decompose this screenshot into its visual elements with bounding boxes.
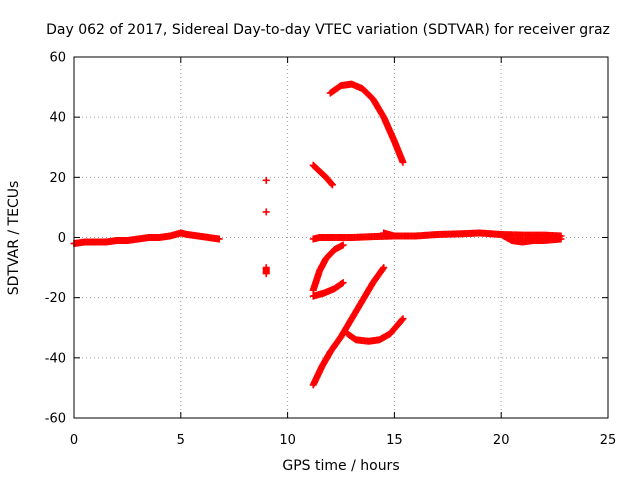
data-point	[215, 235, 223, 243]
data-series	[262, 264, 270, 278]
data-series	[326, 80, 407, 166]
data-point	[262, 208, 270, 216]
data-point	[379, 265, 387, 273]
data-point	[262, 270, 270, 278]
y-tick-label: 20	[49, 171, 66, 186]
data-series	[262, 208, 270, 216]
y-tick-label: 60	[49, 51, 66, 66]
data-point	[328, 181, 336, 189]
data-point	[262, 176, 270, 184]
data-point	[338, 279, 346, 287]
data-point	[398, 316, 406, 324]
data-series	[309, 241, 347, 294]
plot-frame	[73, 56, 609, 419]
y-axis-label: SDTVAR / TECUs	[6, 181, 22, 296]
data-series	[70, 229, 223, 248]
data-point	[380, 264, 388, 272]
y-tick-label: 0	[58, 231, 66, 246]
data-point	[339, 279, 347, 287]
data-series	[343, 315, 407, 345]
data-series	[262, 176, 270, 184]
y-tick-label: -40	[45, 351, 66, 366]
x-tick-label: 20	[493, 433, 510, 448]
data-series	[309, 264, 388, 389]
data-point	[339, 241, 347, 249]
y-tick-label: 40	[49, 111, 66, 126]
y-tick-label: -60	[45, 412, 66, 427]
x-tick-label: 5	[177, 433, 185, 448]
data-point	[328, 180, 336, 188]
data-series	[309, 161, 336, 189]
x-tick-label: 25	[600, 433, 617, 448]
data-series	[380, 229, 398, 240]
data-series	[497, 230, 565, 246]
data-point	[390, 232, 398, 240]
x-tick-label: 0	[70, 433, 78, 448]
x-tick-label: 15	[386, 433, 403, 448]
x-tick-label: 10	[279, 433, 296, 448]
x-axis-label: GPS time / hours	[282, 458, 399, 474]
chart-title: Day 062 of 2017, Sidereal Day-to-day VTE…	[46, 22, 610, 38]
data-points	[70, 80, 565, 389]
data-point	[399, 315, 407, 323]
y-tick-label: -20	[45, 291, 66, 306]
data-point	[557, 235, 565, 243]
data-point	[399, 158, 407, 166]
data-series	[309, 279, 347, 300]
axis-ticks: 0 5 10 15 20 25 -60 -40 -20 0 20 40 60	[45, 51, 617, 449]
